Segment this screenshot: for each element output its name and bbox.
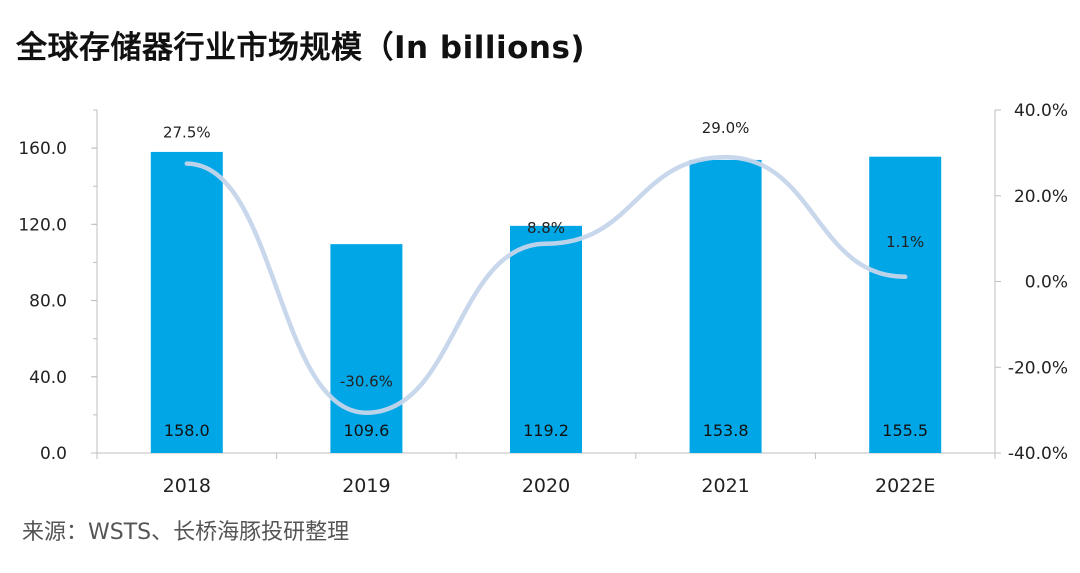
bar-value-label: 153.8 [703,421,749,440]
y-tick-label: 160.0 [18,139,67,159]
bar [869,156,942,454]
growth-line [184,154,908,415]
bar [150,151,223,453]
y2-tick-label: 40.0% [1014,101,1068,121]
chart-title: 全球存储器行业市场规模（In billions) [16,30,586,66]
growth-value-label: 1.1% [886,233,924,251]
growth-value-label: 29.0% [702,119,750,137]
x-tick-label: 2019 [342,475,390,497]
bar [510,225,582,453]
x-tick-label: 2022E [875,475,935,497]
growth-value-label: -30.6% [340,373,393,391]
y-tick-label: 120.0 [18,215,67,235]
bar [330,244,403,453]
y2-tick-label: 0.0% [1025,273,1068,293]
x-tick-label: 2020 [522,475,570,497]
y2-tick-label: -40.0% [1008,444,1068,464]
y2-tick-label: -20.0% [1008,358,1068,378]
bar-value-label: 155.5 [882,421,928,440]
y-tick-label: 0.0 [40,444,67,464]
source-note: 来源：WSTS、长桥海豚投研整理 [22,520,350,545]
bar-value-label: 158.0 [164,421,210,440]
bar [689,159,762,454]
growth-value-label: 8.8% [527,219,565,237]
x-tick-label: 2021 [701,475,749,497]
y-tick-label: 80.0 [29,292,67,312]
bar-value-label: 119.2 [523,421,569,440]
x-tick-label: 2018 [163,475,211,497]
bar-value-label: 109.6 [343,421,389,440]
growth-value-label: 27.5% [163,124,211,142]
y-tick-label: 40.0 [29,368,67,388]
y2-tick-label: 20.0% [1014,187,1068,207]
